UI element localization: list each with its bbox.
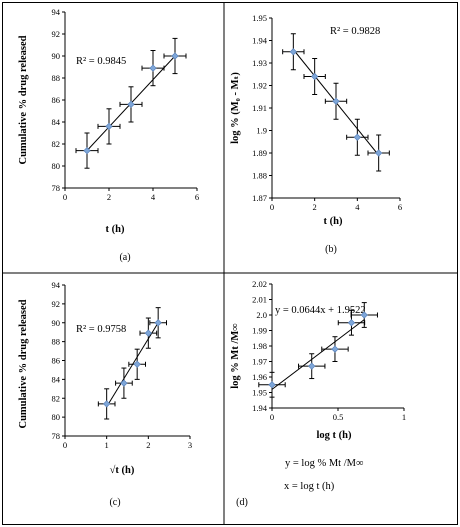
data-point: [268, 381, 276, 389]
panel-c-xlabel: √t (h): [110, 464, 135, 476]
y-tick-label: 90: [52, 318, 61, 328]
y-tick-label: 90: [52, 51, 61, 61]
y-tick-label: 92: [52, 299, 61, 309]
data-point: [171, 52, 179, 60]
data-point: [144, 329, 152, 337]
data-point: [105, 122, 113, 131]
data-point: [375, 149, 383, 157]
data-point: [353, 133, 361, 141]
y-tick-label: 78: [52, 183, 61, 193]
x-tick-label: 0: [270, 412, 274, 422]
panel-d-annotation: y = 0.0644x + 1.9522: [275, 305, 366, 316]
y-tick-label: 94: [52, 280, 61, 290]
panel-a-caption: (a): [119, 252, 130, 263]
y-tick-label: 1.9: [256, 126, 267, 136]
x-tick-label: 0: [63, 440, 67, 450]
data-point: [83, 146, 91, 155]
data-point: [133, 360, 141, 368]
y-tick-label: 1.89: [252, 148, 267, 158]
panel-d-xlabel: log t (h): [317, 430, 353, 441]
y-tick-label: 1.94: [252, 403, 268, 413]
panel-a-xlabel: t (h): [106, 224, 125, 235]
panel-b-annotation: R² = 0.9828: [330, 26, 380, 37]
y-tick-label: 1.91: [252, 103, 267, 113]
y-tick-label: 86: [52, 356, 61, 366]
data-point: [332, 97, 340, 105]
x-tick-label: 0.5: [333, 412, 344, 422]
panel-b-xlabel: t (h): [324, 216, 343, 227]
x-tick-label: 2: [313, 202, 317, 212]
data-point: [289, 48, 297, 56]
y-tick-label: 1.97: [252, 357, 267, 367]
y-tick-label: 1.95: [252, 13, 267, 23]
y-tick-label: 94: [52, 7, 61, 17]
panel-d: log % Mt /M∞ log t (h) y = 0.0644x + 1.9…: [230, 279, 406, 508]
y-tick-label: 84: [52, 117, 61, 127]
y-tick-label: 1.99: [252, 326, 267, 336]
data-point: [311, 72, 319, 81]
y-tick-label: 2.0: [256, 310, 267, 320]
panel-a: Cumulative % drug released t (h) R² = 0.…: [18, 7, 199, 263]
y-tick-label: 1.95: [252, 388, 267, 398]
x-tick-label: 0: [63, 192, 67, 202]
panel-d-note-y: y = log % Mt /M∞: [285, 458, 363, 469]
data-point: [120, 379, 128, 387]
x-tick-label: 1: [402, 412, 406, 422]
panel-d-note-x: x = log t (h): [284, 481, 335, 492]
panel-a-annotation: R² = 0.9845: [76, 56, 126, 67]
y-tick-label: 86: [52, 95, 61, 105]
x-tick-label: 4: [355, 202, 360, 212]
data-point: [127, 100, 135, 109]
x-tick-label: 4: [151, 192, 156, 202]
x-tick-label: 0: [270, 202, 274, 212]
panel-b-caption: (b): [325, 244, 337, 255]
y-tick-label: 1.98: [252, 341, 267, 351]
y-tick-label: 92: [52, 29, 61, 39]
panel-c: Cumulative % drug released √t (h) R² = 0…: [18, 280, 192, 508]
y-tick-label: 1.87: [252, 193, 267, 203]
y-tick-label: 80: [52, 412, 61, 422]
y-tick-label: 82: [52, 139, 61, 149]
x-tick-label: 2: [107, 192, 111, 202]
panel-c-annotation: R² = 0.9758: [76, 324, 126, 335]
panel-b: log % (M₀ - Mₜ) t (h) R² = 0.9828 (b) 1.…: [230, 13, 402, 255]
y-tick-label: 88: [52, 73, 61, 83]
y-tick-label: 2.02: [252, 279, 267, 289]
data-point: [308, 362, 316, 370]
x-tick-label: 1: [105, 440, 109, 450]
y-tick-label: 82: [52, 393, 61, 403]
y-tick-label: 1.94: [252, 36, 268, 46]
x-tick-label: 3: [188, 440, 192, 450]
panel-d-caption: (d): [236, 497, 248, 508]
data-point: [154, 319, 162, 327]
y-tick-label: 78: [52, 431, 61, 441]
y-tick-label: 1.92: [252, 81, 267, 91]
panel-c-ylabel: Cumulative % drug released: [18, 299, 29, 428]
panel-a-ylabel: Cumulative % drug released: [18, 35, 29, 164]
panel-d-ylabel: log % Mt /M∞: [230, 323, 241, 389]
panel-c-caption: (c): [109, 497, 120, 508]
y-tick-label: 88: [52, 337, 61, 347]
data-point: [347, 319, 356, 327]
panel-b-ylabel: log % (M₀ - Mₜ): [230, 72, 241, 144]
data-point: [331, 345, 339, 353]
trend-line: [271, 319, 365, 390]
x-tick-label: 2: [146, 440, 150, 450]
y-tick-label: 1.93: [252, 58, 267, 68]
y-tick-label: 2.01: [252, 295, 267, 305]
data-point: [149, 64, 157, 72]
data-point: [103, 400, 111, 408]
x-tick-label: 6: [195, 192, 199, 202]
y-tick-label: 84: [52, 374, 61, 384]
x-tick-label: 6: [398, 202, 402, 212]
y-tick-label: 1.88: [252, 171, 267, 181]
y-tick-label: 1.96: [252, 372, 267, 382]
data-point: [360, 311, 368, 319]
y-tick-label: 80: [52, 161, 61, 171]
